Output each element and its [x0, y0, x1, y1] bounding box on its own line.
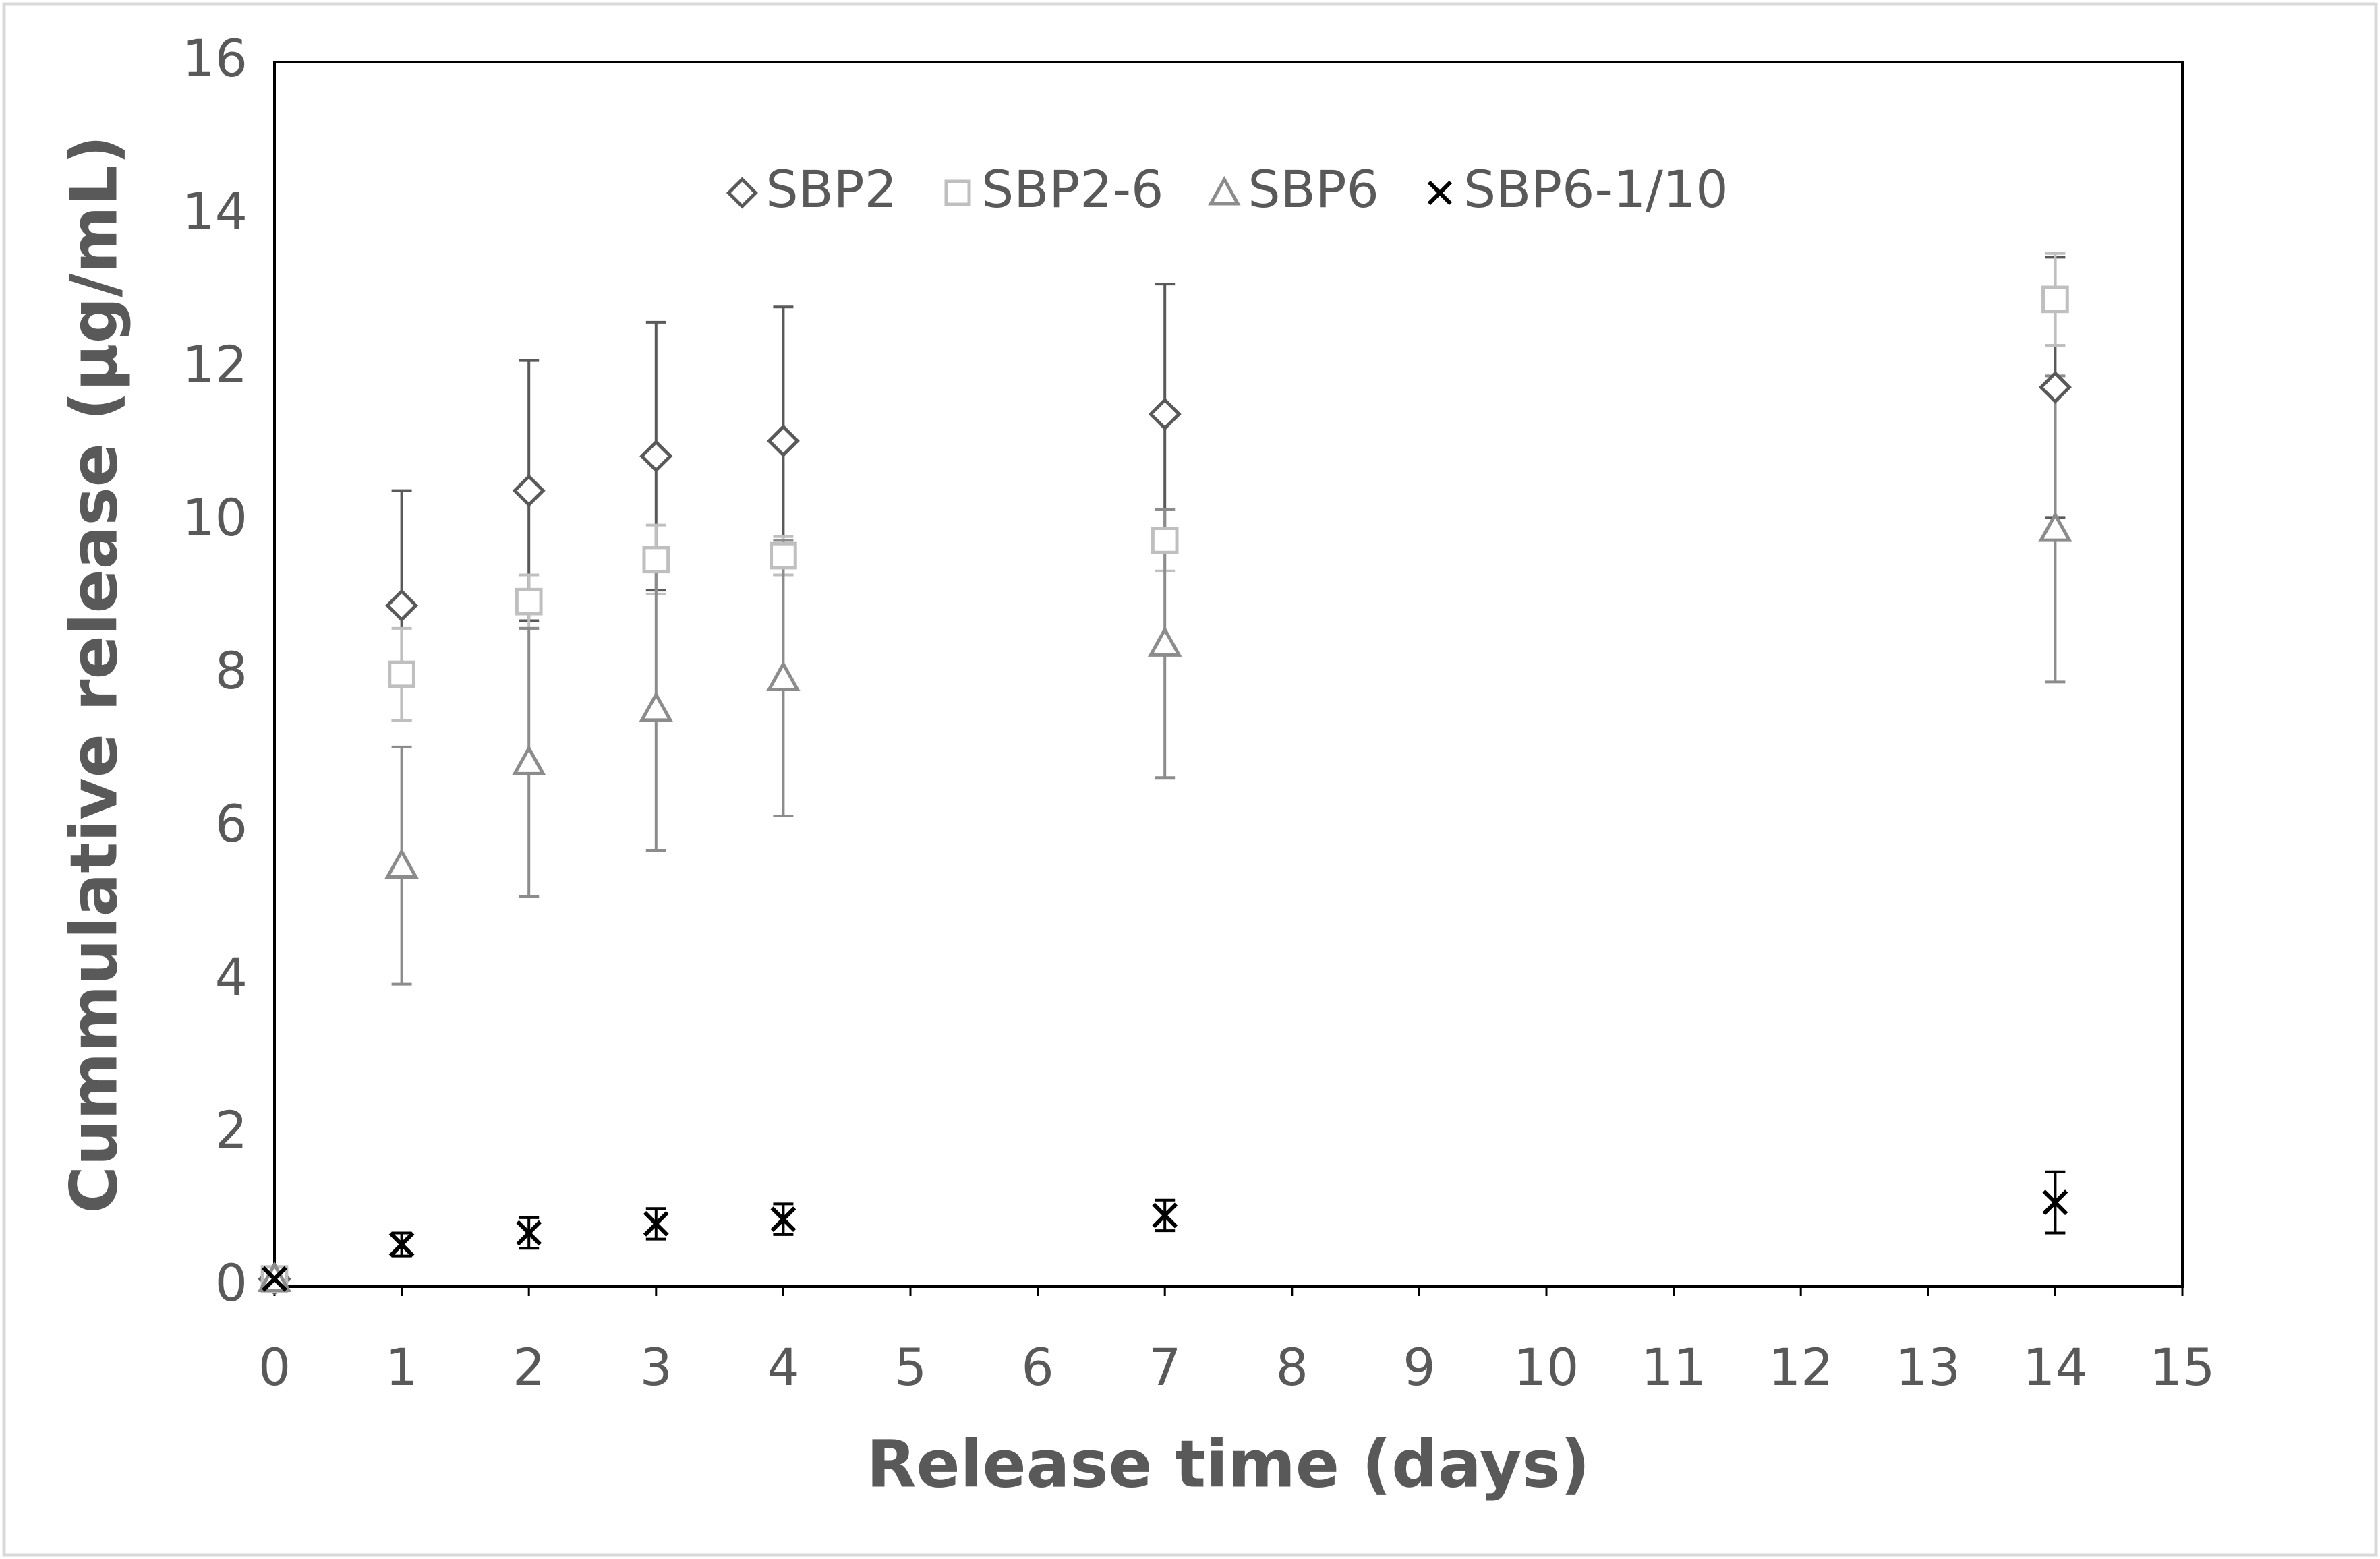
y-tick-label: 2: [215, 1100, 248, 1160]
marker-x: [388, 1231, 415, 1258]
marker-diamond: [2038, 370, 2072, 404]
x-tick-label: 14: [2023, 1337, 2088, 1397]
marker-x: [2042, 1189, 2068, 1216]
legend-marker: [726, 177, 758, 209]
x-tick-label: 0: [258, 1337, 291, 1397]
marker-x: [643, 1211, 669, 1237]
marker-triangle: [2038, 511, 2072, 542]
y-axis-title: Cummulative release (µg/mL): [56, 135, 132, 1213]
marker-triangle: [766, 660, 801, 691]
y-tick-label: 12: [182, 334, 248, 394]
y-tick-label: 6: [215, 794, 248, 854]
marker-square: [2041, 285, 2069, 314]
legend-label: SBP2: [765, 159, 897, 219]
marker-square: [1151, 527, 1179, 554]
x-tick-label: 4: [767, 1337, 799, 1397]
x-tick-label: 12: [1768, 1337, 1834, 1397]
legend-label: SBP6-1/10: [1463, 159, 1729, 219]
x-tick-label: 9: [1403, 1337, 1435, 1397]
marker-diamond: [766, 424, 800, 458]
x-tick-label: 11: [1641, 1337, 1706, 1397]
marker-square: [388, 660, 415, 688]
marker-triangle: [639, 690, 674, 722]
x-tick-label: 3: [640, 1337, 672, 1397]
x-tick-label: 8: [1276, 1337, 1308, 1397]
x-tick-label: 7: [1149, 1337, 1181, 1397]
marker-diamond: [385, 589, 419, 622]
y-tick-label: 16: [182, 28, 248, 88]
marker-diamond: [1148, 397, 1182, 431]
y-tick-label: 14: [182, 181, 248, 241]
y-tick-label: 0: [215, 1253, 248, 1313]
x-tick-label: 6: [1021, 1337, 1053, 1397]
marker-x: [1152, 1202, 1178, 1229]
legend-label: SBP2-6: [981, 159, 1163, 219]
marker-square: [770, 541, 797, 570]
marker-square: [642, 546, 670, 574]
legend-label: SBP6: [1248, 159, 1379, 219]
x-tick-label: 13: [1895, 1337, 1961, 1397]
legend-marker: [944, 179, 971, 206]
legend-marker: [1208, 175, 1241, 206]
y-tick-label: 4: [215, 947, 248, 1007]
marker-square: [515, 587, 543, 616]
marker-x: [516, 1220, 542, 1246]
y-tick-label: 8: [215, 641, 248, 701]
marker-x: [262, 1266, 287, 1292]
x-tick-label: 1: [385, 1337, 417, 1397]
x-tick-label: 10: [1514, 1337, 1579, 1397]
x-axis-title: Release time (days): [867, 1426, 1590, 1502]
marker-triangle: [1147, 626, 1182, 657]
y-tick-label: 10: [182, 488, 248, 548]
marker-diamond: [512, 474, 546, 508]
x-tick-label: 15: [2150, 1337, 2215, 1397]
x-tick-label: 5: [894, 1337, 927, 1397]
marker-diamond: [639, 439, 673, 473]
x-tick-label: 2: [513, 1337, 545, 1397]
legend-marker: [1427, 180, 1453, 206]
marker-triangle: [511, 744, 546, 775]
marker-x: [770, 1206, 796, 1233]
plot-frame: [273, 61, 2184, 1288]
marker-triangle: [384, 848, 419, 879]
